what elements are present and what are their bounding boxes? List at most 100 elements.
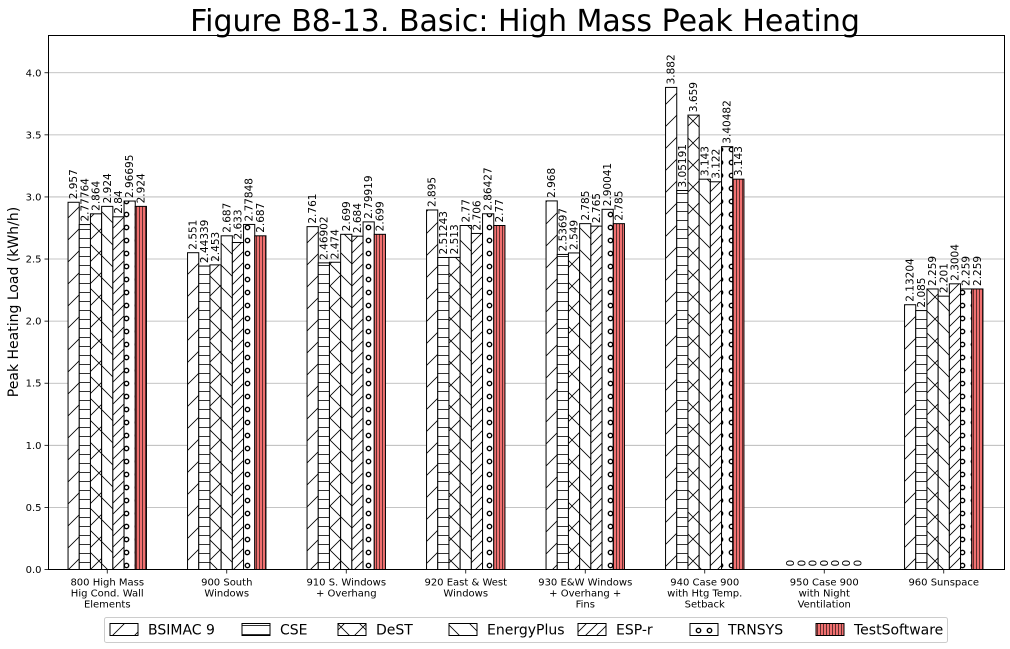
x-tick-label: 940 Case 900 (670, 578, 739, 589)
data-label: 3.143 (733, 146, 745, 176)
data-label: 2.51243 (438, 211, 450, 254)
data-label: 2.864 (91, 180, 103, 210)
bar-dest (328, 261, 342, 570)
bar-cse (198, 265, 211, 570)
data-label: 2.706 (471, 200, 483, 230)
data-label: 0 (796, 560, 808, 567)
data-label: 2.761 (307, 194, 319, 224)
x-tick-label: Fins (576, 600, 595, 611)
bar-trnsys (243, 223, 256, 570)
legend-label: TRNSYS (727, 623, 783, 639)
data-label: 2.924 (102, 173, 114, 203)
bar-dest (448, 256, 461, 570)
legend-label: CSE (280, 623, 308, 639)
data-label: 2.549 (569, 220, 581, 250)
bar-bsimac-9 (306, 226, 319, 571)
data-label: 2.924 (135, 173, 147, 203)
legend-swatch (448, 623, 478, 636)
data-label: 3.143 (699, 146, 711, 176)
data-label: 2.13204 (905, 258, 917, 302)
data-label: 2.96695 (124, 155, 136, 198)
data-label: 2.699 (341, 201, 353, 231)
x-tick-label: 950 Case 900 (790, 578, 859, 589)
legend-swatch (337, 623, 367, 636)
legend-label: EnergyPlus (487, 623, 565, 639)
x-tick-label: 960 Sunspace (908, 578, 979, 589)
x-tick-label: 920 East & West (424, 578, 507, 589)
data-label: 2.085 (916, 278, 928, 308)
bar-bsimac-9 (426, 209, 439, 571)
x-tick-label: + Overhang (316, 589, 377, 600)
data-label: 0 (841, 560, 853, 567)
y-tick-label: 1.0 (26, 441, 42, 452)
legend: BSIMAC 9 CSE DeST EnergyPlus ESP-r TRNSYS Test… (104, 617, 948, 643)
bar-esp-r (470, 232, 484, 571)
data-label: 2.684 (352, 203, 364, 233)
y-tick-label: 4.0 (26, 68, 42, 79)
data-label: 2.90041 (602, 163, 614, 206)
data-label: 2.77 (460, 199, 472, 222)
data-label: 2.84 (113, 190, 125, 214)
bar-trnsys (123, 200, 136, 570)
y-axis-ticks: 0.0 0.5 1.0 1.5 2.0 2.5 3.0 3.5 4.0 (26, 68, 49, 576)
data-label: 2.259 (961, 256, 973, 286)
y-tick-label: 0.0 (26, 565, 42, 576)
data-label: 2.699 (374, 201, 386, 231)
data-label: 2.53697 (557, 208, 569, 251)
data-label: 2.201 (938, 263, 950, 293)
bar-trnsys (960, 288, 973, 570)
bars (67, 86, 984, 571)
bar-esp-r (590, 225, 603, 570)
legend-swatch (815, 623, 845, 636)
bar-trnsys (482, 213, 495, 570)
data-label: 2.785 (580, 191, 592, 221)
legend-frame (104, 617, 948, 643)
y-tick-label: 2.5 (26, 255, 42, 266)
bar-testsoftware (971, 288, 984, 570)
bar-esp-r (709, 181, 723, 570)
data-label: 0 (785, 560, 797, 567)
legend-label: BSIMAC 9 (148, 623, 215, 639)
bar-testsoftware (612, 223, 625, 571)
bar-energyplus (698, 178, 711, 570)
y-tick-label: 1.5 (26, 379, 42, 390)
bar-testsoftware (493, 225, 506, 571)
bar-cse (78, 224, 91, 570)
data-label: 3.40482 (722, 100, 734, 143)
data-label: 2.3004 (949, 244, 961, 281)
data-label: 3.882 (666, 54, 678, 84)
x-tick-label: + Overhang + (549, 589, 621, 600)
data-label: 3.122 (710, 149, 722, 179)
data-label: 2.513 (449, 224, 461, 254)
bar-dest (567, 252, 581, 570)
bar-cse (676, 189, 689, 570)
y-tick-label: 2.0 (26, 317, 42, 328)
x-tick-label: Windows (204, 589, 249, 600)
bar-dest (89, 213, 103, 570)
bar-cse (317, 262, 330, 570)
data-label: 2.687 (221, 203, 233, 233)
bar-energyplus (101, 205, 114, 570)
x-tick-label: Hig Cond. Wall (71, 589, 144, 600)
data-label: 0 (852, 560, 864, 567)
data-label: 2.785 (613, 191, 625, 221)
bar-testsoftware (254, 235, 267, 570)
legend-label: DeST (376, 623, 413, 639)
bar-energyplus (220, 235, 233, 570)
data-label: 2.895 (427, 177, 439, 207)
data-label: 3.05191 (677, 144, 689, 187)
legend-label: TestSoftware (853, 623, 943, 639)
bar-energyplus (459, 225, 472, 571)
bar-energyplus (340, 233, 353, 570)
y-tick-label: 3.5 (26, 130, 42, 141)
legend-label: ESP-r (616, 623, 653, 639)
x-tick-label: Elements (84, 600, 131, 611)
data-label: 2.259 (972, 256, 984, 286)
x-tick-label: with Htg Temp. (667, 589, 742, 600)
x-tick-label: Setback (685, 600, 725, 611)
data-label: 2.77848 (244, 178, 256, 221)
bar-energyplus (579, 223, 592, 571)
data-label: 0 (830, 560, 842, 567)
